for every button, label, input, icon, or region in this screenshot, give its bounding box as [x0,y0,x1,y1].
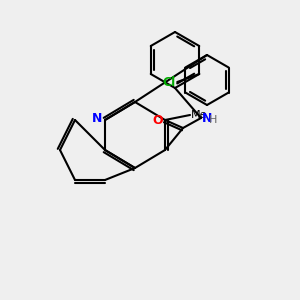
Text: O: O [152,113,163,127]
Text: H: H [209,115,218,125]
Text: Cl: Cl [162,76,175,88]
Text: Me: Me [191,110,208,120]
Text: N: N [202,112,212,124]
Text: N: N [92,112,102,124]
